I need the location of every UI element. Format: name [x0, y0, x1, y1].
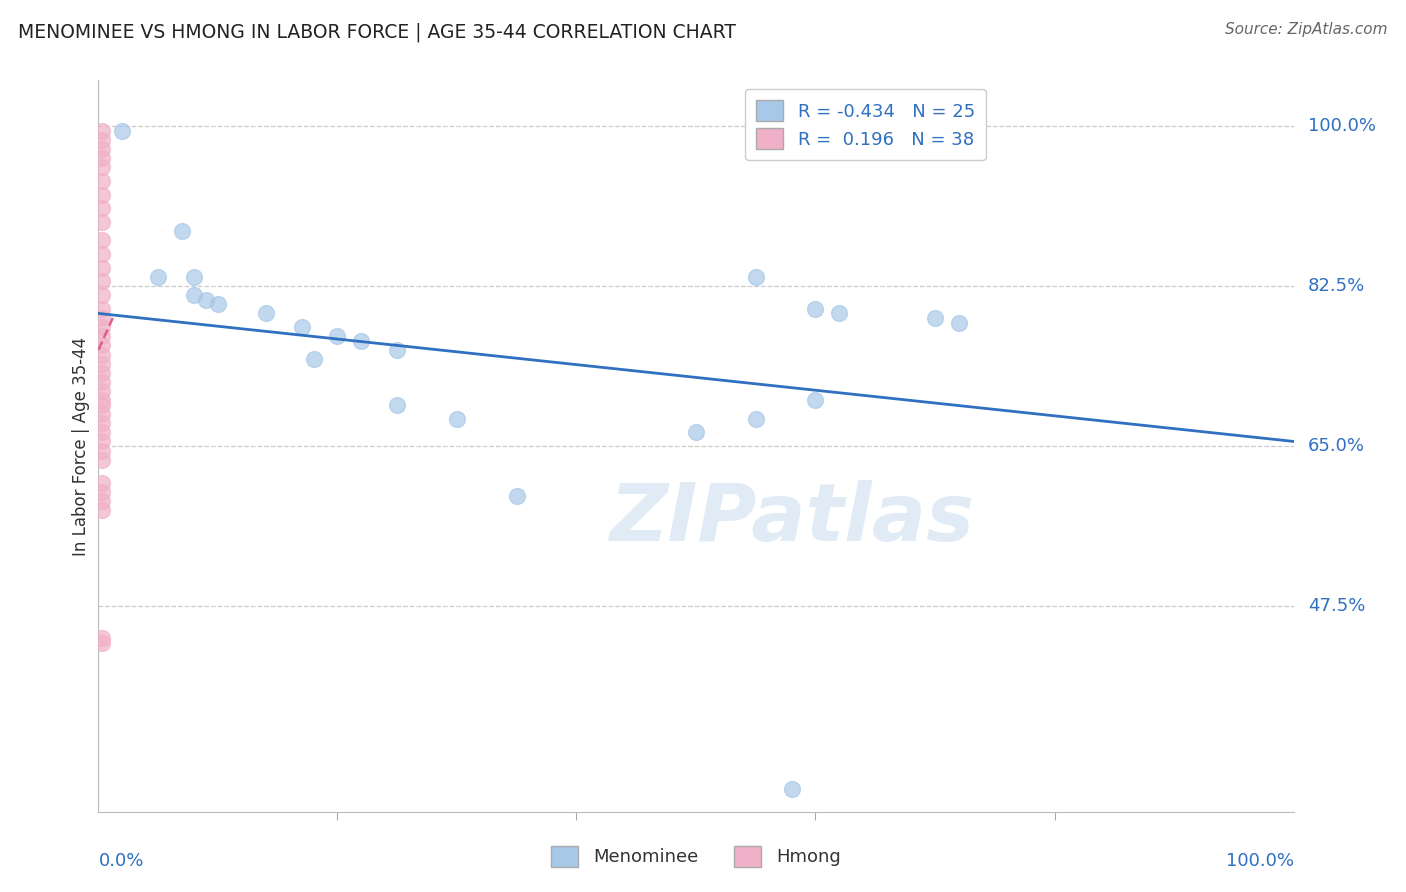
- Point: [745, 269, 768, 284]
- Point: [91, 631, 114, 645]
- Point: [385, 398, 409, 412]
- Point: [91, 425, 114, 440]
- Legend: Menominee, Hmong: Menominee, Hmong: [543, 837, 849, 876]
- Point: [148, 269, 170, 284]
- Point: [506, 489, 529, 503]
- Point: [172, 224, 194, 238]
- Point: [91, 375, 114, 389]
- Point: [91, 123, 114, 137]
- Point: [924, 310, 946, 325]
- Point: [91, 133, 114, 147]
- Point: [254, 306, 277, 320]
- Point: [302, 352, 325, 367]
- Point: [91, 215, 114, 229]
- Point: [91, 503, 114, 517]
- Point: [91, 475, 114, 490]
- Point: [91, 452, 114, 467]
- Point: [91, 260, 114, 275]
- Point: [183, 288, 205, 302]
- Point: [91, 160, 114, 174]
- Point: [183, 269, 205, 284]
- Point: [91, 484, 114, 499]
- Point: [91, 201, 114, 215]
- Point: [91, 393, 114, 408]
- Y-axis label: In Labor Force | Age 35-44: In Labor Force | Age 35-44: [72, 336, 90, 556]
- Point: [91, 187, 114, 202]
- Point: [207, 297, 229, 311]
- Point: [91, 407, 114, 421]
- Text: 100.0%: 100.0%: [1308, 117, 1376, 135]
- Point: [91, 398, 114, 412]
- Text: 82.5%: 82.5%: [1308, 277, 1365, 295]
- Point: [111, 123, 134, 137]
- Point: [91, 357, 114, 371]
- Point: [91, 366, 114, 380]
- Point: [350, 334, 373, 348]
- Point: [91, 416, 114, 430]
- Point: [326, 329, 349, 343]
- Point: [91, 310, 114, 325]
- Point: [91, 434, 114, 449]
- Point: [91, 443, 114, 458]
- Point: [745, 411, 768, 425]
- Point: [91, 275, 114, 289]
- Point: [948, 316, 970, 330]
- Point: [780, 781, 803, 796]
- Point: [91, 635, 114, 649]
- Point: [91, 151, 114, 165]
- Point: [804, 301, 827, 316]
- Point: [290, 320, 312, 334]
- Point: [91, 233, 114, 247]
- Point: [91, 338, 114, 352]
- Point: [194, 293, 217, 307]
- Point: [91, 329, 114, 343]
- Point: [446, 411, 468, 425]
- Text: Source: ZipAtlas.com: Source: ZipAtlas.com: [1225, 22, 1388, 37]
- Point: [91, 348, 114, 362]
- Text: ZIPatlas: ZIPatlas: [609, 480, 974, 558]
- Text: MENOMINEE VS HMONG IN LABOR FORCE | AGE 35-44 CORRELATION CHART: MENOMINEE VS HMONG IN LABOR FORCE | AGE …: [18, 22, 737, 42]
- Point: [804, 393, 827, 408]
- Point: [385, 343, 409, 357]
- Point: [91, 142, 114, 156]
- Point: [828, 306, 851, 320]
- Point: [91, 320, 114, 334]
- Point: [91, 288, 114, 302]
- Point: [91, 384, 114, 399]
- Text: 65.0%: 65.0%: [1308, 437, 1365, 455]
- Point: [91, 494, 114, 508]
- Text: 0.0%: 0.0%: [98, 852, 143, 870]
- Text: 100.0%: 100.0%: [1226, 852, 1294, 870]
- Point: [91, 174, 114, 188]
- Point: [91, 301, 114, 316]
- Point: [685, 425, 707, 440]
- Point: [91, 247, 114, 261]
- Text: 47.5%: 47.5%: [1308, 597, 1365, 615]
